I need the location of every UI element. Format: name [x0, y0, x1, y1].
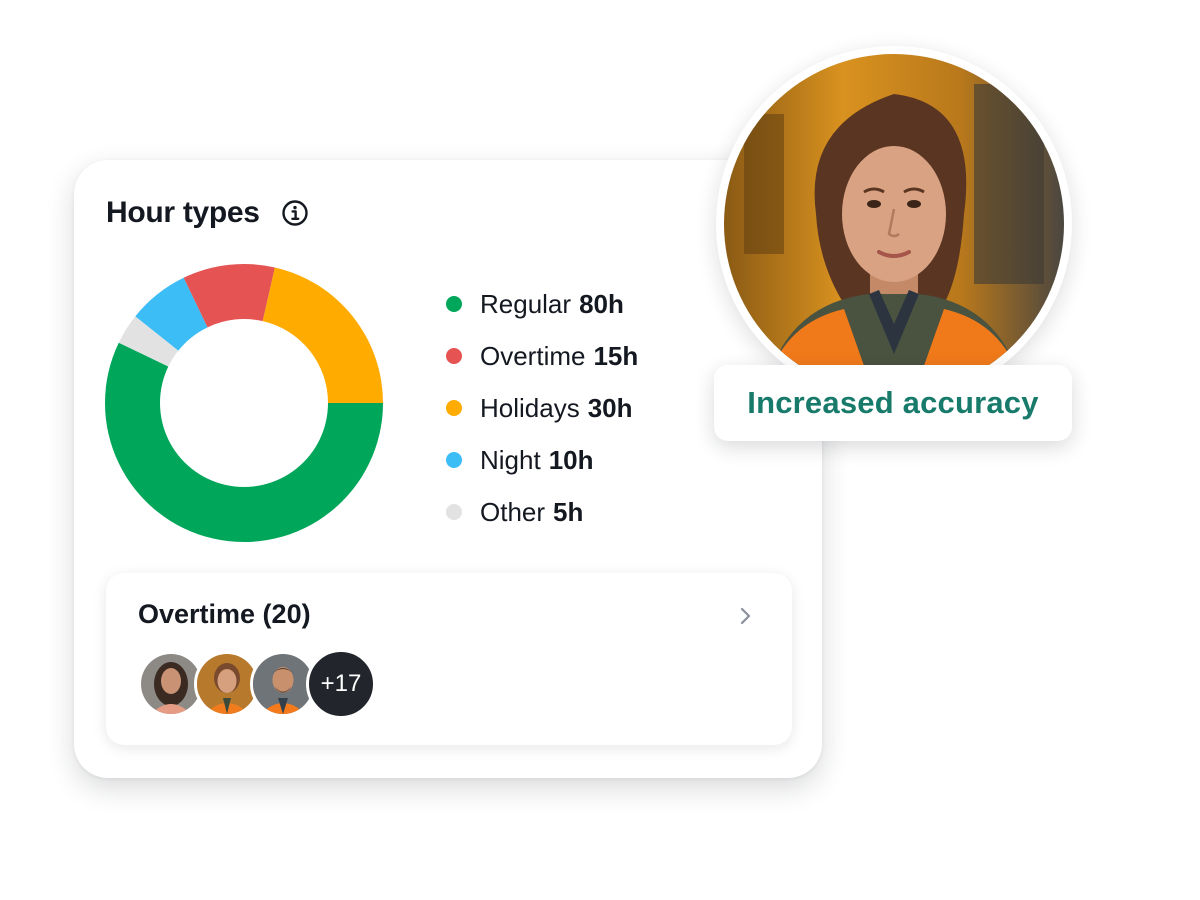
donut-segment-other [118, 316, 179, 367]
overtime-title: Overtime (20) [138, 599, 311, 629]
donut-segment-regular [105, 342, 384, 542]
legend-dot-icon [446, 296, 462, 312]
donut-segment-holidays [262, 267, 383, 403]
worker-photo [724, 54, 1064, 394]
legend-item-overtime: Overtime 15h [446, 330, 638, 382]
legend-label: Night [480, 444, 541, 475]
legend-dot-icon [446, 452, 462, 468]
donut-segment-overtime [183, 264, 275, 328]
avatar [138, 651, 204, 717]
legend-value: 80h [579, 288, 624, 319]
chevron-right-icon[interactable] [734, 605, 756, 627]
hour-types-donut-chart [105, 264, 384, 542]
more-avatars-count[interactable]: +17 [306, 649, 376, 719]
card-title: Hour types [106, 196, 260, 229]
legend-value: 5h [553, 496, 584, 527]
legend-value: 15h [593, 340, 639, 371]
legend-item-regular: Regular 80h [446, 278, 638, 330]
increased-accuracy-badge: Increased accuracy [714, 365, 1072, 441]
avatar-group: +17 [138, 649, 376, 719]
legend-label: Regular [480, 288, 572, 319]
legend-item-holidays: Holidays 30h [446, 382, 638, 434]
increased-accuracy-label: Increased accuracy [747, 385, 1039, 420]
worker-portrait [716, 46, 1072, 402]
legend-value: 30h [587, 392, 633, 423]
overtime-card[interactable]: Overtime (20) [106, 573, 792, 745]
legend-label: Overtime [480, 340, 586, 371]
legend-label: Holidays [480, 392, 580, 423]
legend-label: Other [480, 496, 546, 527]
legend-dot-icon [446, 348, 462, 364]
donut-segment-night [135, 277, 208, 351]
legend-dot-icon [446, 400, 462, 416]
chart-legend: Regular 80h Overtime 15h Holidays 30h Ni… [446, 278, 638, 538]
card-header: Hour types [106, 196, 310, 230]
info-icon[interactable] [280, 198, 310, 228]
hour-types-card: Hour types Regular 80h Overtime 15h Holi… [74, 160, 822, 778]
legend-item-other: Other 5h [446, 486, 638, 538]
avatar [194, 651, 260, 717]
avatar [250, 651, 316, 717]
legend-item-night: Night 10h [446, 434, 638, 486]
legend-dot-icon [446, 504, 462, 520]
legend-value: 10h [548, 444, 594, 475]
